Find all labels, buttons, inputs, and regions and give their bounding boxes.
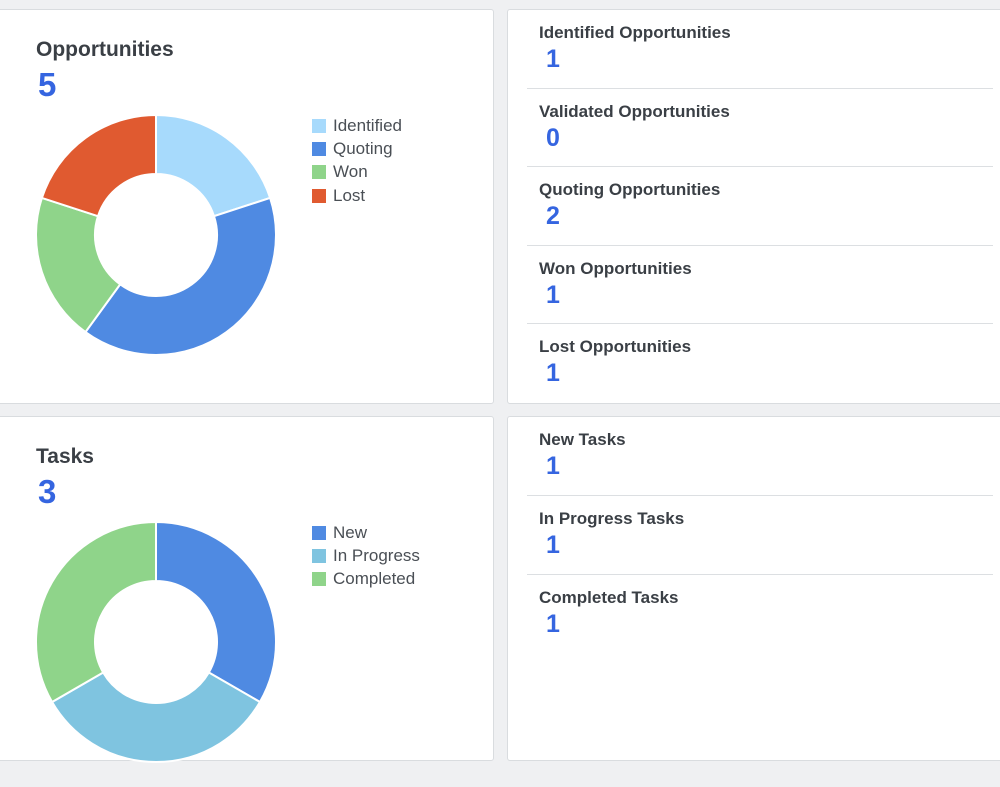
opportunities-stats-card: Identified Opportunities 1 Validated Opp… [507,9,1000,404]
stat-value: 1 [546,45,560,73]
stat-label: Identified Opportunities [539,23,731,42]
stat-value: 1 [546,359,560,387]
legend-swatch [312,548,326,563]
stat-label: In Progress Tasks [539,509,685,528]
stat-value: 2 [546,202,560,230]
legend-swatch [312,525,326,540]
legend-label: Won [333,162,368,182]
tasks-title: Tasks [36,445,94,468]
legend-item-completed[interactable]: Completed [312,568,420,591]
donut-slice-completed[interactable] [35,520,157,704]
legend-label: Quoting [333,138,393,158]
legend-swatch [312,141,326,156]
stat-label: Validated Opportunities [539,101,730,121]
donut-slice-in-progress[interactable] [50,671,262,763]
stat-label: Quoting Opportunities [539,180,721,199]
legend-item-quoting[interactable]: Quoting [312,137,402,160]
stat-value: 1 [546,280,560,309]
legend-item-new[interactable]: New [312,521,420,544]
stat-won-opportunities[interactable]: Won Opportunities 1 [527,246,993,324]
stat-quoting-opportunities[interactable]: Quoting Opportunities 2 [527,167,993,246]
stat-label: Completed Tasks [539,588,679,607]
stat-completed-tasks[interactable]: Completed Tasks 1 [527,575,993,654]
tasks-stats-card: New Tasks 1 In Progress Tasks 1 Complete… [507,416,1000,761]
donut-slice-quoting[interactable] [84,196,277,356]
stat-value: 1 [546,531,560,559]
legend-swatch [312,165,326,180]
opportunities-total: 5 [38,66,57,103]
stat-validated-opportunities[interactable]: Validated Opportunities 0 [527,89,993,167]
legend-label: Identified [333,115,402,135]
stat-value: 0 [546,123,560,152]
donut-slice-won[interactable] [35,196,122,334]
opportunities-donut-chart [35,113,277,356]
legend-swatch [312,118,326,133]
donut-slice-identified[interactable] [155,113,272,218]
tasks-donut-chart [35,520,277,763]
tasks-total: 3 [38,473,57,510]
legend-item-lost[interactable]: Lost [312,184,402,207]
legend-item-in-progress[interactable]: In Progress [312,544,420,567]
tasks-stat-list: New Tasks 1 In Progress Tasks 1 Complete… [527,417,993,654]
stat-lost-opportunities[interactable]: Lost Opportunities 1 [527,324,993,403]
legend-swatch [312,188,326,203]
stat-in-progress-tasks[interactable]: In Progress Tasks 1 [527,496,993,575]
legend-label: New [333,522,368,542]
opportunities-stat-list: Identified Opportunities 1 Validated Opp… [527,10,993,403]
legend-label: Lost [333,185,366,205]
stat-label: New Tasks [539,430,626,449]
tasks-legend: New In Progress Completed [312,521,420,591]
donut-slice-new[interactable] [155,520,277,704]
stat-value: 1 [546,452,560,480]
opportunities-legend: Identified Quoting Won Lost [312,114,402,207]
legend-swatch [312,572,326,587]
stat-identified-opportunities[interactable]: Identified Opportunities 1 [527,10,993,89]
stat-label: Lost Opportunities [539,337,692,356]
legend-item-won[interactable]: Won [312,161,402,184]
tasks-chart-card: Tasks 3 New In Progress Completed [0,416,494,763]
legend-item-identified[interactable]: Identified [312,114,402,137]
legend-label: In Progress [333,545,420,565]
donut-slice-lost[interactable] [40,113,157,218]
stat-new-tasks[interactable]: New Tasks 1 [527,417,993,496]
opportunities-title: Opportunities [36,38,174,61]
stat-label: Won Opportunities [539,258,692,278]
legend-label: Completed [333,569,416,589]
stat-value: 1 [546,610,560,638]
opportunities-chart-card: Opportunities 5 Identified Quoting Won L… [0,9,494,404]
